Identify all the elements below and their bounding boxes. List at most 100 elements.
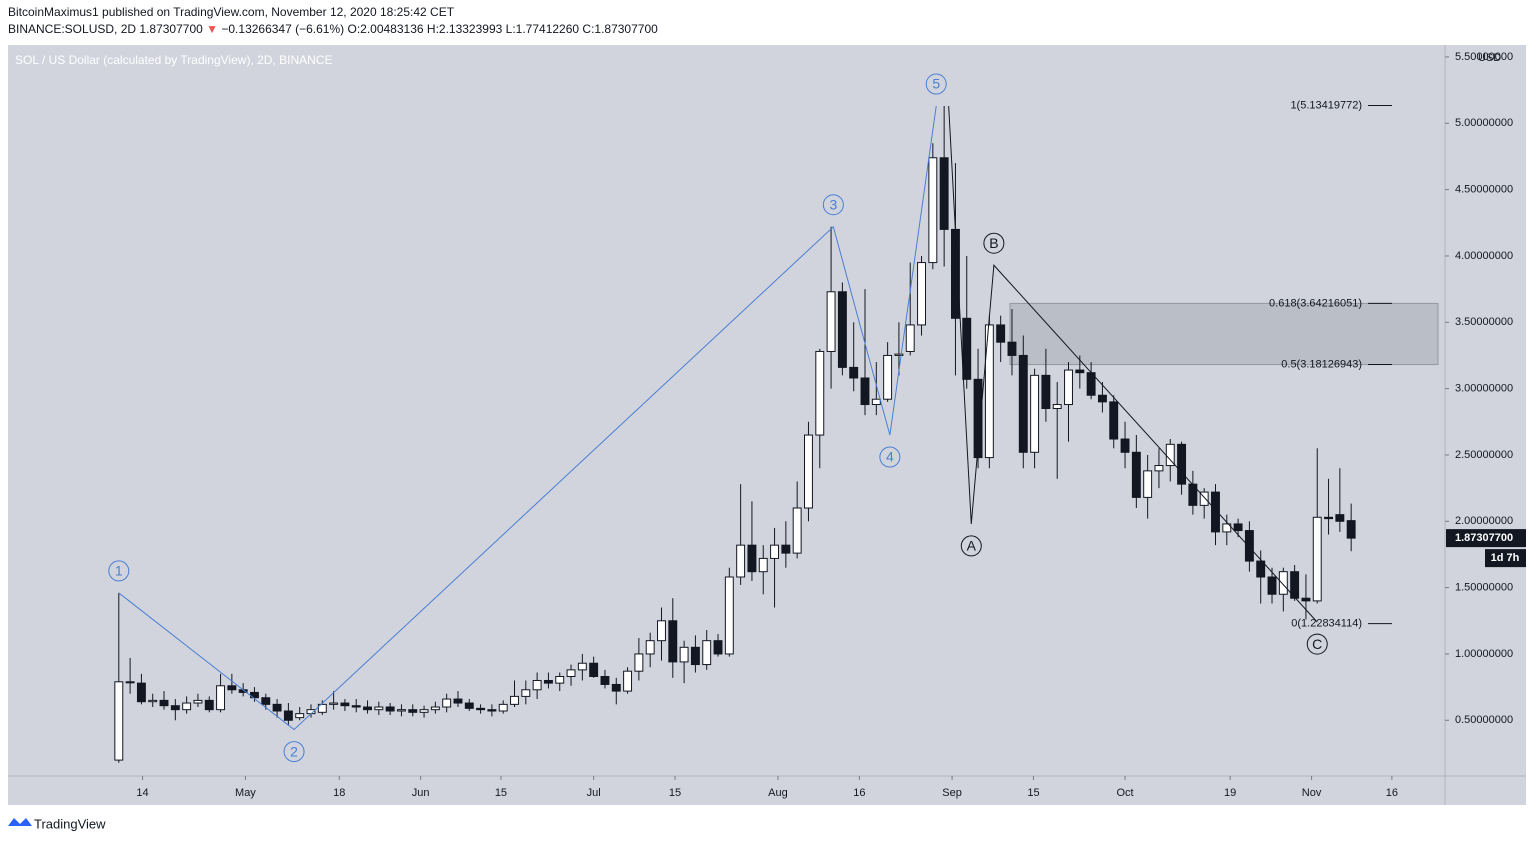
y-tick-label: 2.00000000 [1455, 515, 1513, 527]
candle-body [272, 703, 282, 712]
x-tick-label: Sep [942, 787, 962, 799]
chart-title: SOL / US Dollar (calculated by TradingVi… [15, 53, 332, 67]
candle-body [532, 679, 542, 691]
candle-body [679, 646, 689, 663]
wave-marker [960, 535, 982, 557]
wave-label: 3 [829, 196, 837, 212]
candle-body [408, 709, 418, 713]
wave-marker [822, 194, 844, 216]
candle-body [645, 640, 655, 655]
x-tick-label: 18 [333, 787, 345, 799]
candle-body [125, 681, 135, 684]
candle-body [1222, 523, 1232, 533]
candle-body [216, 685, 226, 711]
countdown-tag [1485, 549, 1526, 568]
candle-body [476, 707, 486, 711]
candle-body [430, 706, 440, 711]
candle-body [329, 702, 339, 705]
candle-body [1256, 560, 1266, 578]
candle-body [1244, 530, 1254, 562]
fib-label: 0.618(3.64216051) [1269, 297, 1362, 309]
brand: TradingView [34, 816, 106, 831]
candle-body [1301, 597, 1311, 602]
wave-marker [983, 232, 1005, 254]
candle-body [317, 703, 327, 713]
x-tick-label: 19 [1224, 787, 1236, 799]
candle-body [826, 291, 836, 352]
candle-body [1064, 369, 1073, 406]
candle-body [928, 157, 938, 264]
y-tick-label: 3.00000000 [1455, 383, 1513, 395]
last-price-tag [1446, 529, 1526, 548]
price: 1.87307700 [139, 22, 203, 36]
candle-body [1267, 576, 1277, 595]
y-tick-label: 3.50000000 [1455, 316, 1513, 328]
wave-marker [108, 560, 130, 582]
candle-body [984, 324, 994, 459]
candle-body [1030, 374, 1040, 453]
candle-body [1154, 465, 1164, 472]
y-tick-label: 5.50000000 [1455, 51, 1513, 63]
wave-marker [1306, 633, 1328, 655]
wave-marker [925, 73, 947, 95]
candle-body [1211, 491, 1220, 533]
x-tick-label: 15 [669, 787, 681, 799]
candle-body [193, 699, 203, 704]
fib-zone [1009, 302, 1439, 366]
candle-body [555, 675, 565, 684]
candle-body [1120, 438, 1130, 453]
wave-label: A [967, 538, 977, 554]
candle-body [713, 640, 723, 655]
candle-body [702, 640, 712, 666]
candle-body [1097, 394, 1107, 403]
candle-body [385, 706, 395, 712]
candle-body [611, 683, 621, 692]
x-tick-label: Jun [412, 787, 430, 799]
candle-body [374, 706, 384, 711]
candle-body [781, 544, 791, 554]
candle-body [1324, 516, 1334, 520]
candle-body [543, 679, 553, 684]
candle-body [1335, 514, 1345, 522]
fib-label: 0.5(3.18126943) [1281, 358, 1362, 370]
wave-label: 4 [886, 449, 894, 465]
candle-body [634, 653, 644, 672]
x-tick-label: Nov [1302, 787, 1322, 799]
candle-body [657, 620, 666, 642]
candle-body [487, 709, 497, 712]
candle-body [148, 699, 158, 703]
logo [8, 818, 32, 826]
candle-body [939, 157, 949, 230]
candle-body [1075, 369, 1085, 374]
candle-body [464, 702, 474, 709]
candle-body [419, 709, 429, 713]
candle-body [1346, 520, 1356, 539]
candle-body [1109, 401, 1119, 440]
candle-body [1312, 516, 1322, 602]
x-tick-label: Oct [1116, 787, 1133, 799]
candle-body [159, 699, 169, 707]
y-tick-label: 4.50000000 [1455, 184, 1513, 196]
candle-body [860, 377, 870, 406]
candle-body [363, 706, 372, 711]
y-tick-label: 5.00000000 [1455, 117, 1513, 129]
low: L:1.77412260 [506, 22, 580, 36]
candle-body [600, 675, 610, 685]
change: −0.13266347 (−6.61%) [221, 22, 344, 36]
candle-body [340, 702, 350, 707]
candle-body [1052, 404, 1062, 410]
candle-body [1018, 354, 1028, 453]
candle-body [170, 705, 180, 711]
candle-body [204, 699, 214, 711]
candle-body [747, 544, 757, 573]
candle-body [442, 698, 452, 708]
candle-body [1041, 374, 1051, 410]
y-tick-label: 1.00000000 [1455, 648, 1513, 660]
symbol-line: BINANCE:SOLUSD, 2D 1.87307700 ▼ −0.13266… [8, 22, 658, 36]
symbol: BINANCE:SOLUSD, 2D [8, 22, 136, 36]
wave-marker [283, 741, 305, 763]
candle-body [837, 291, 847, 368]
candle-body [770, 544, 780, 559]
